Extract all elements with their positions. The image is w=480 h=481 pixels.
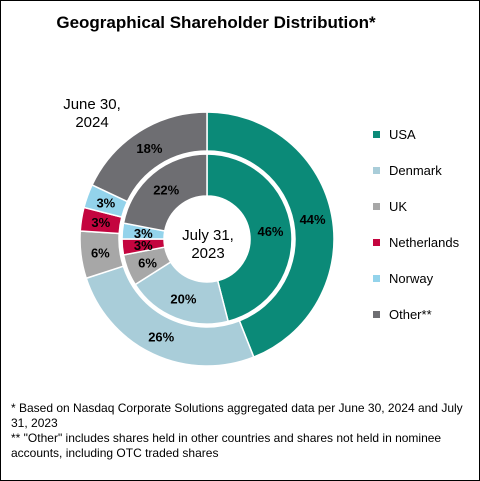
legend-label-denmark: Denmark <box>389 162 442 178</box>
inner-ring-label: July 31, 2023 <box>182 227 234 262</box>
legend-label-norway: Norway <box>389 270 434 286</box>
outer-label-uk: 6% <box>91 245 110 260</box>
outer-label-denmark: 26% <box>148 329 174 344</box>
legend-label-usa: USA <box>389 126 416 142</box>
outer-label-other: 18% <box>136 141 162 156</box>
inner-label-uk: 6% <box>138 256 157 271</box>
legend-swatch-uk <box>373 202 380 210</box>
legend-swatch-netherlands <box>373 238 380 246</box>
donut-chart: 44%26%6%3%3%18% 46%20%6%3%3%22% <box>79 111 335 367</box>
inner-label-netherlands: 3% <box>134 238 153 253</box>
legend-swatch-usa <box>373 130 380 138</box>
legend-item-netherlands: Netherlands <box>373 233 459 251</box>
legend-item-other: Other** <box>373 305 459 323</box>
legend-item-denmark: Denmark <box>373 161 459 179</box>
outer-label-usa: 44% <box>300 212 326 227</box>
legend-item-usa: USA <box>373 125 459 143</box>
footnotes: * Based on Nasdaq Corporate Solutions ag… <box>11 401 471 461</box>
inner-slice-other <box>122 153 208 232</box>
legend-item-norway: Norway <box>373 269 459 287</box>
footnote-2: ** "Other" includes shares held in other… <box>11 431 442 460</box>
inner-label-denmark: 20% <box>170 292 196 307</box>
inner-slice-usa <box>206 153 293 323</box>
outer-ring-label: June 30, 2024 <box>63 96 121 131</box>
outer-slice-usa <box>206 111 335 359</box>
footnote-1: * Based on Nasdaq Corporate Solutions ag… <box>11 401 463 430</box>
outer-label-netherlands: 3% <box>91 215 110 230</box>
inner-label-norway: 3% <box>134 226 153 241</box>
outer-label-norway: 3% <box>96 196 115 211</box>
legend-label-uk: UK <box>389 198 408 214</box>
inner-label-other: 22% <box>153 183 179 198</box>
legend: USA Denmark UK Netherlands Norway Other*… <box>373 125 459 341</box>
legend-swatch-denmark <box>373 166 380 174</box>
legend-label-netherlands: Netherlands <box>389 234 460 250</box>
legend-label-other: Other** <box>389 306 432 322</box>
legend-swatch-other <box>373 310 380 318</box>
legend-item-uk: UK <box>373 197 459 215</box>
legend-swatch-norway <box>373 274 380 282</box>
inner-label-usa: 46% <box>257 224 283 239</box>
chart-title: Geographical Shareholder Distribution* <box>56 13 376 32</box>
outer-slice-other <box>91 111 208 203</box>
